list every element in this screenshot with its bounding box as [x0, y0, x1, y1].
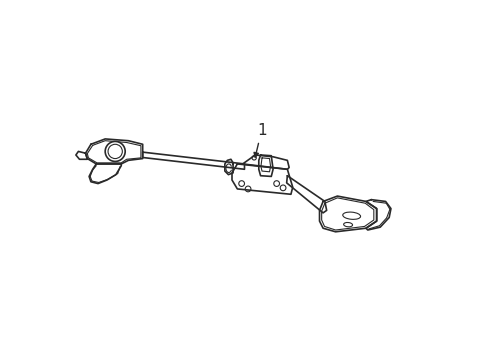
Polygon shape: [365, 200, 390, 230]
Polygon shape: [224, 159, 233, 175]
Polygon shape: [142, 152, 244, 169]
Polygon shape: [258, 155, 272, 176]
Polygon shape: [85, 139, 142, 164]
Polygon shape: [76, 152, 87, 159]
Polygon shape: [319, 196, 376, 232]
Text: 1: 1: [254, 123, 266, 157]
Polygon shape: [89, 164, 121, 184]
Polygon shape: [231, 164, 292, 194]
Polygon shape: [242, 155, 288, 169]
Circle shape: [105, 141, 125, 161]
Polygon shape: [286, 176, 326, 213]
